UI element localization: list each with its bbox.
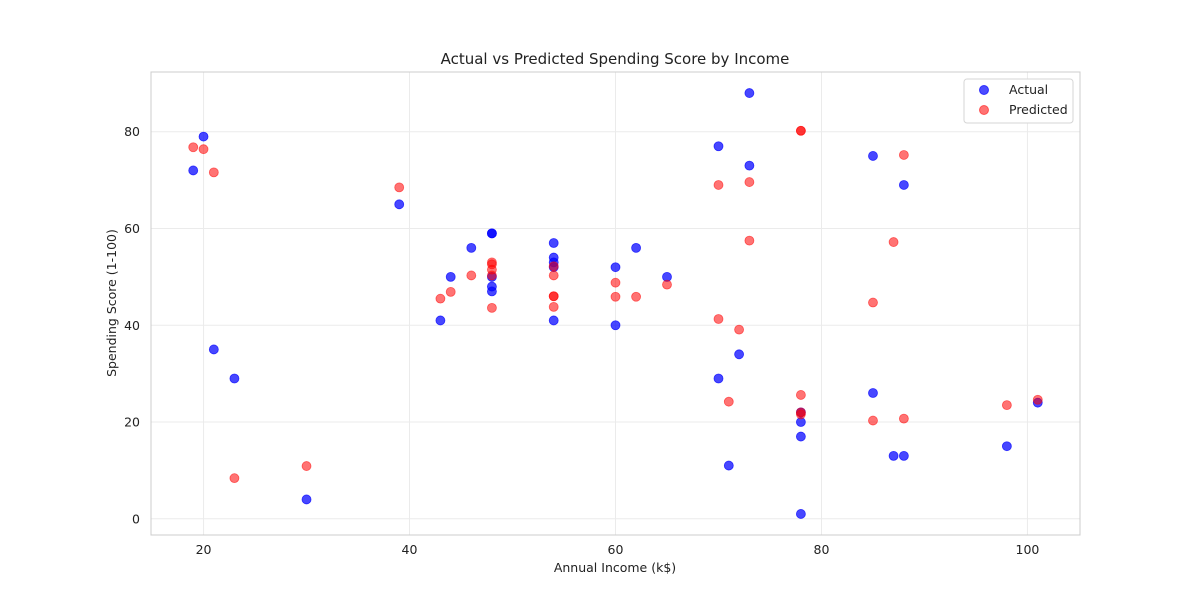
actual-point — [744, 160, 755, 171]
predicted-point — [548, 270, 559, 281]
predicted-point — [198, 144, 209, 155]
predicted-point — [662, 279, 672, 290]
x-tick-label: 80 — [814, 542, 830, 557]
y-tick-label: 0 — [132, 511, 140, 526]
actual-point — [394, 199, 405, 210]
legend-label-actual: Actual — [1009, 82, 1048, 97]
x-tick-labels: 20 40 60 80 100 — [196, 542, 1040, 557]
predicted-point — [898, 413, 909, 424]
y-tick-label: 40 — [124, 318, 140, 333]
actual-point — [631, 242, 641, 253]
y-tick-label: 60 — [124, 221, 140, 236]
predicted-point — [888, 237, 899, 247]
actual-point — [868, 388, 878, 398]
y-tick-labels: 0 20 40 60 80 — [124, 124, 140, 526]
predicted-point — [445, 286, 456, 297]
y-axis-label: Spending Score (1-100) — [104, 229, 119, 377]
predicted-point — [1001, 400, 1012, 410]
actual-point — [208, 344, 219, 355]
predicted-point — [208, 167, 219, 178]
predicted-point — [713, 314, 724, 324]
legend-label-predicted: Predicted — [1009, 102, 1068, 117]
actual-point — [744, 88, 755, 98]
y-tick-label: 20 — [124, 415, 140, 430]
actual-point — [487, 286, 497, 297]
predicted-point — [868, 297, 878, 308]
predicted-point — [1032, 394, 1043, 405]
actual-point — [548, 315, 559, 326]
actual-point — [301, 494, 312, 505]
actual-point — [548, 238, 559, 248]
predicted-point — [229, 473, 240, 484]
actual-point — [713, 141, 724, 152]
predicted-point — [795, 125, 806, 136]
predicted-point — [744, 235, 755, 246]
actual-point — [898, 180, 909, 190]
predicted-point — [868, 415, 878, 426]
actual-point — [188, 165, 199, 176]
x-axis-label: Annual Income (k$) — [554, 560, 676, 575]
predicted-point — [435, 293, 446, 304]
actual-point — [1001, 441, 1012, 452]
predicted-point — [466, 270, 477, 281]
predicted-point — [713, 180, 724, 190]
actual-point — [198, 131, 209, 142]
x-tick-label: 100 — [1016, 542, 1040, 557]
y-tick-label: 80 — [124, 124, 140, 139]
predicted-point — [487, 270, 497, 281]
predicted-point — [734, 324, 744, 335]
actual-point — [445, 271, 456, 282]
actual-point — [435, 315, 446, 326]
predicted-point — [548, 261, 559, 272]
predicted-point — [394, 182, 405, 193]
actual-point — [898, 450, 909, 461]
actual-point — [795, 509, 806, 519]
predicted-point — [188, 142, 199, 153]
predicted-point — [795, 390, 806, 400]
predicted-point — [610, 277, 621, 288]
actual-point — [713, 373, 724, 384]
x-tick-label: 40 — [402, 542, 418, 557]
actual-point — [723, 460, 734, 471]
predicted-point — [795, 409, 806, 420]
predicted-point — [301, 461, 312, 471]
actual-point — [487, 228, 497, 239]
legend-marker-predicted — [979, 105, 989, 115]
actual-point — [734, 349, 744, 360]
plot-frame — [150, 71, 1081, 536]
x-tick-label: 60 — [608, 542, 624, 557]
data-points — [188, 88, 1043, 519]
predicted-point — [898, 150, 909, 160]
legend-marker-actual — [979, 85, 989, 95]
predicted-point — [487, 302, 497, 313]
predicted-point — [610, 291, 621, 302]
predicted-point — [548, 291, 559, 302]
actual-point — [610, 320, 621, 331]
x-tick-label: 20 — [196, 542, 212, 557]
predicted-point — [723, 396, 734, 407]
actual-point — [888, 450, 899, 461]
predicted-point — [548, 301, 559, 312]
actual-point — [795, 431, 806, 442]
legend-box — [963, 78, 1074, 124]
actual-point — [868, 151, 878, 161]
grid-lines — [151, 72, 1080, 535]
predicted-point — [744, 177, 755, 187]
predicted-point — [631, 291, 641, 302]
actual-point — [229, 373, 240, 384]
legend: Actual Predicted — [963, 78, 1074, 124]
chart-title: Actual vs Predicted Spending Score by In… — [441, 50, 790, 68]
actual-point — [610, 262, 621, 273]
actual-point — [466, 242, 477, 253]
